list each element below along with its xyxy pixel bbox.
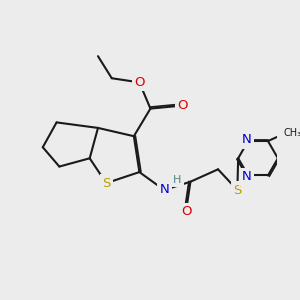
Text: N: N [242, 133, 252, 146]
Text: CH₃: CH₃ [284, 128, 300, 138]
Text: H: H [173, 175, 181, 184]
Text: O: O [181, 205, 191, 218]
Text: S: S [102, 177, 110, 190]
Text: O: O [134, 76, 145, 89]
Text: N: N [242, 170, 252, 183]
Text: N: N [160, 183, 169, 196]
Text: O: O [178, 99, 188, 112]
Text: S: S [233, 184, 242, 196]
